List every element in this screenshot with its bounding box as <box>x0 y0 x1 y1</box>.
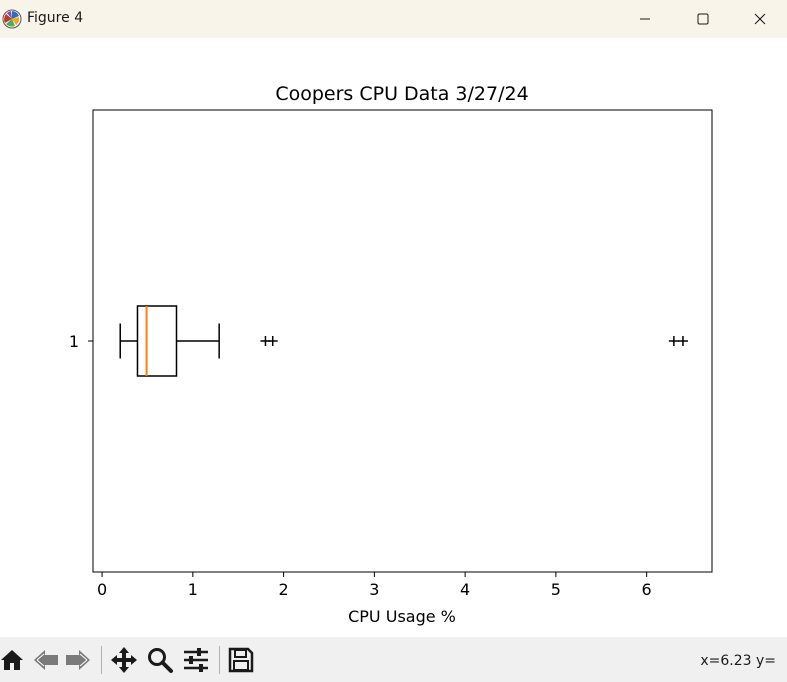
x-tick-label: 4 <box>460 580 470 599</box>
close-icon <box>754 13 766 25</box>
configure-subplots-icon <box>184 648 208 672</box>
outlier-point <box>267 336 278 346</box>
minimize-button[interactable] <box>616 0 674 38</box>
close-button[interactable] <box>733 0 787 38</box>
toolbar-separator <box>219 646 220 674</box>
save-button[interactable] <box>226 645 256 675</box>
x-tick-label: 3 <box>369 580 379 599</box>
back-icon <box>34 650 58 670</box>
box-iqr <box>136 305 178 377</box>
forward-icon <box>66 650 90 670</box>
matplotlib-icon <box>2 9 22 29</box>
window-title: Figure 4 <box>27 10 84 26</box>
zoom-icon <box>148 648 173 673</box>
y-axis-ticks: 1 <box>69 332 93 351</box>
home-icon <box>1 650 23 670</box>
save-icon <box>228 647 254 673</box>
x-tick-label: 5 <box>551 580 561 599</box>
x-tick-label: 2 <box>279 580 289 599</box>
maximize-icon <box>697 13 709 25</box>
pan-icon <box>111 647 137 673</box>
x-tick-label: 1 <box>188 580 198 599</box>
maximize-button[interactable] <box>674 0 732 38</box>
boxplot-series-1 <box>119 305 688 377</box>
boxplot-chart[interactable]: Coopers CPU Data 3/27/24 0 1 2 3 4 5 6 1 CPU U… <box>0 38 787 637</box>
navigation-toolbar: x=6.23 y= <box>0 637 787 682</box>
figure-canvas[interactable]: Coopers CPU Data 3/27/24 0 1 2 3 4 5 6 1 CPU U… <box>0 38 787 637</box>
chart-title: Coopers CPU Data 3/27/24 <box>275 83 528 105</box>
zoom-button[interactable] <box>145 645 175 675</box>
outlier-point <box>677 336 688 346</box>
outlier-point <box>668 336 679 346</box>
cursor-coordinates: x=6.23 y= <box>700 653 776 669</box>
x-tick-label: 6 <box>642 580 652 599</box>
back-button[interactable] <box>31 645 61 675</box>
x-axis-ticks: 0 1 2 3 4 5 6 <box>97 572 652 599</box>
x-tick-label: 0 <box>97 580 107 599</box>
forward-button[interactable] <box>63 645 93 675</box>
x-axis-label: CPU Usage % <box>348 607 456 626</box>
toolbar-separator <box>101 646 102 674</box>
configure-subplots-button[interactable] <box>181 645 211 675</box>
minimize-icon <box>640 18 650 20</box>
pan-button[interactable] <box>109 645 139 675</box>
home-button[interactable] <box>0 645 27 675</box>
title-bar[interactable]: Figure 4 <box>0 0 787 38</box>
y-tick-label: 1 <box>69 332 79 351</box>
